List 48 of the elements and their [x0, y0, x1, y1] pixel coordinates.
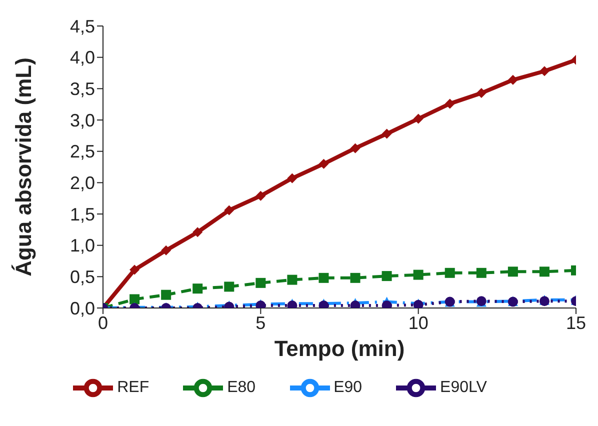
point: [413, 270, 424, 280]
x-tick-label: 10: [408, 312, 428, 333]
y-tick-label: 1,5: [70, 204, 95, 224]
y-tick-label: 4,5: [70, 16, 95, 36]
point: [444, 98, 455, 109]
x-tick-label: 5: [256, 312, 266, 333]
point: [130, 264, 140, 275]
point: [318, 272, 329, 283]
point: [539, 266, 550, 277]
point: [382, 128, 392, 139]
point: [224, 282, 234, 292]
x-axis-title: Tempo (min): [274, 336, 405, 361]
point: [130, 294, 140, 304]
point: [287, 274, 298, 285]
legend-label: E80: [227, 379, 256, 396]
y-axis-title: Água absorvida (mL): [10, 58, 36, 276]
point: [192, 227, 203, 238]
point: [539, 66, 550, 76]
y-tick-label: 0,5: [70, 267, 95, 288]
y-tick-label: 2,5: [70, 142, 95, 162]
point: [287, 173, 298, 184]
legend-label: E90: [334, 379, 362, 396]
point: [444, 268, 455, 278]
point: [224, 205, 234, 216]
legend-label: E90LV: [440, 379, 487, 396]
y-tick-label: 2,0: [70, 173, 95, 194]
x-tick-label: 0: [98, 312, 108, 333]
point: [382, 271, 392, 282]
y-tick-label: 0,0: [70, 298, 95, 318]
point: [161, 290, 172, 300]
point: [256, 278, 266, 288]
legend-label: REF: [117, 379, 150, 396]
y-tick-label: 3,0: [70, 110, 95, 130]
point: [350, 272, 360, 283]
y-tick-label: 1,0: [70, 236, 95, 256]
y-tick-label: 3,5: [70, 79, 95, 100]
point: [318, 158, 329, 169]
point: [476, 88, 486, 98]
point: [350, 143, 360, 154]
point: [508, 266, 518, 277]
x-tick-label: 15: [566, 312, 586, 333]
y-tick-label: 4,0: [70, 48, 95, 68]
point: [508, 74, 518, 85]
point: [161, 245, 172, 256]
point: [192, 284, 203, 294]
point: [256, 190, 266, 201]
point: [413, 114, 424, 124]
point: [476, 268, 486, 278]
